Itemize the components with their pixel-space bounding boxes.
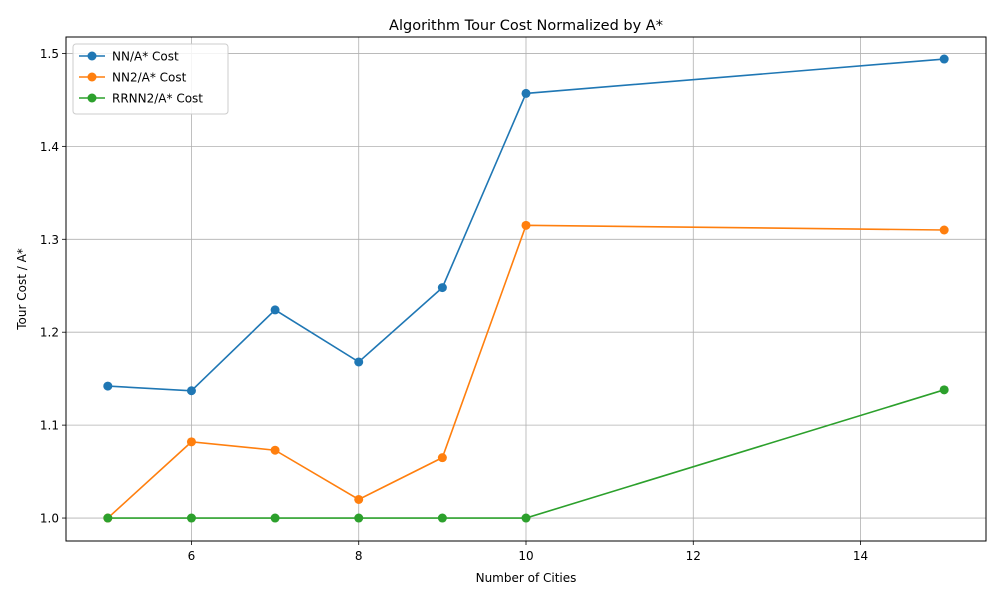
y-tick-label: 1.3 (40, 233, 59, 247)
data-point (270, 305, 280, 315)
data-point (939, 225, 949, 235)
series-layer (103, 54, 949, 523)
data-point (103, 381, 113, 391)
legend-entry: NN2/A* Cost (79, 71, 187, 85)
series-3 (103, 385, 949, 523)
legend-marker (87, 93, 97, 103)
data-point (270, 513, 280, 523)
y-tick-label: 1.1 (40, 419, 59, 433)
x-axis-label: Number of Cities (476, 571, 577, 585)
data-point (354, 494, 364, 504)
data-point (186, 513, 196, 523)
ticks: 6 8 10 12 14 1.0 1.1 1.2 1.3 1.4 1.5 (40, 47, 868, 563)
data-point (186, 437, 196, 447)
y-tick-label: 1.4 (40, 140, 59, 154)
data-point (437, 513, 447, 523)
data-point (521, 220, 531, 230)
data-point (521, 88, 531, 98)
x-tick-label: 14 (853, 549, 868, 563)
legend-marker (87, 72, 97, 82)
legend-box (72, 43, 229, 115)
data-point (354, 357, 364, 367)
data-point (939, 385, 949, 395)
legend-label: NN/A* Cost (112, 50, 179, 64)
legend-label: RRNN2/A* Cost (112, 92, 203, 106)
data-point (437, 283, 447, 293)
x-tick-label: 6 (188, 549, 196, 563)
data-point (270, 445, 280, 455)
legend-label: NN2/A* Cost (112, 71, 187, 85)
x-tick-label: 10 (518, 549, 533, 563)
y-axis-label: Tour Cost / A* (15, 248, 29, 331)
data-point (186, 386, 196, 396)
data-point (521, 513, 531, 523)
x-tick-label: 8 (355, 549, 363, 563)
y-tick-label: 1.2 (40, 326, 59, 340)
y-tick-label: 1.5 (40, 47, 59, 61)
legend-marker (87, 51, 97, 61)
legend-entry: RRNN2/A* Cost (79, 92, 203, 106)
data-point (437, 453, 447, 463)
legend: NN/A* Cost NN2/A* Cost RRNN2/A* Cost (72, 43, 229, 115)
y-tick-label: 1.0 (40, 512, 59, 526)
data-point (354, 513, 364, 523)
chart-title: Algorithm Tour Cost Normalized by A* (389, 18, 663, 34)
data-point (939, 54, 949, 64)
legend-entry: NN/A* Cost (79, 50, 179, 64)
x-tick-label: 12 (686, 549, 701, 563)
data-point (103, 513, 113, 523)
grid (66, 37, 986, 541)
series-1 (103, 54, 949, 396)
